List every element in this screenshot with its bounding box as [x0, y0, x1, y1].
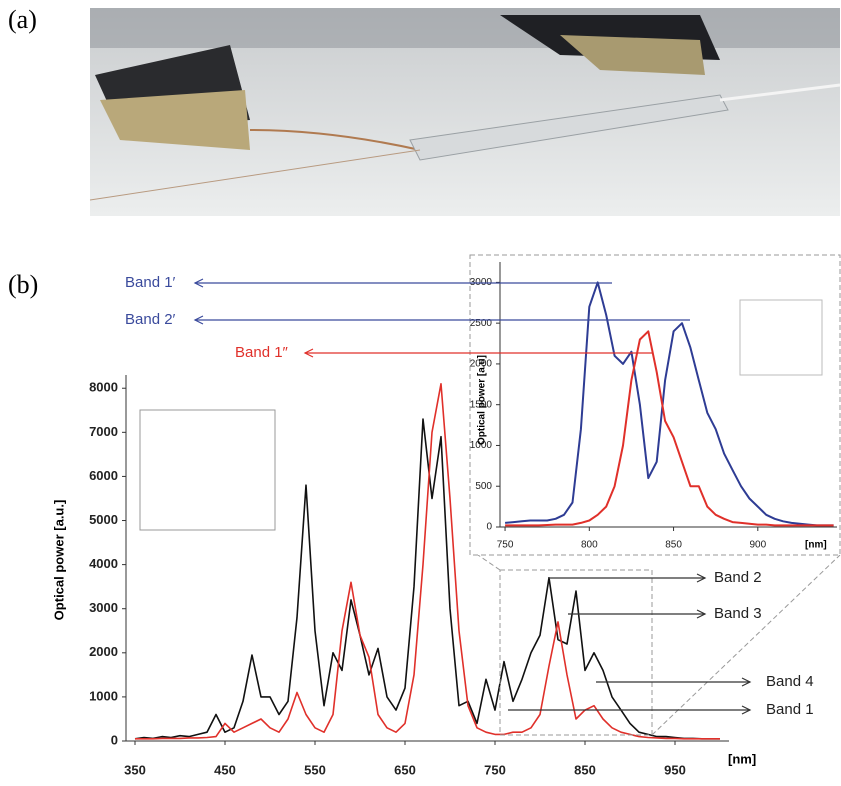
y-tick-label: 500 [475, 481, 492, 492]
panel-label: (a) [8, 5, 37, 34]
x-tick-label: 550 [304, 762, 326, 777]
annotation: Band 1″ [235, 344, 289, 361]
y-tick-label: 3000 [89, 600, 118, 615]
annotation: Band 2′ [125, 311, 176, 328]
x-axis-label: [nm] [728, 751, 756, 766]
y-tick-label: 2500 [470, 318, 493, 329]
x-axis-label: [nm] [805, 540, 827, 551]
y-tick-label: 1000 [89, 688, 118, 703]
y-tick-label: 1000 [470, 440, 493, 451]
x-tick-label: 900 [749, 540, 766, 551]
y-tick-label: 5000 [89, 512, 118, 527]
y-tick-label: 2000 [470, 359, 493, 370]
series-line [505, 330, 834, 527]
y-tick-label: 0 [111, 732, 118, 747]
annotation: Band 1 [766, 701, 814, 718]
series-line [134, 418, 720, 740]
x-tick-label: 850 [574, 762, 596, 777]
series-line [505, 281, 834, 527]
x-tick-label: 800 [581, 540, 598, 551]
legend-box [139, 409, 276, 531]
annotation-arrows [193, 278, 752, 715]
y-tick-label: 4000 [89, 556, 118, 571]
annotation: Band 2 [714, 569, 762, 586]
x-tick-label: 350 [124, 762, 146, 777]
y-tick-label: 6000 [89, 468, 118, 483]
annotation: Band 3 [714, 605, 762, 622]
annotation: Band 4 [766, 673, 814, 690]
y-tick-label: 1500 [470, 399, 493, 410]
x-tick-label: 850 [665, 540, 682, 551]
y-axis-label: Optical power [a.u.] [51, 500, 66, 621]
x-tick-label: 750 [484, 762, 506, 777]
x-tick-label: 650 [394, 762, 416, 777]
zoom-box [499, 569, 653, 736]
panel-label: (b) [8, 270, 38, 299]
legend-box [739, 299, 823, 376]
y-tick-label: 0 [486, 522, 492, 533]
series-line [135, 383, 720, 740]
y-tick-label: 2000 [89, 644, 118, 659]
x-tick-label: 750 [497, 540, 514, 551]
x-tick-label: 950 [664, 762, 686, 777]
annotation: Band 1′ [125, 274, 176, 291]
x-tick-label: 450 [214, 762, 236, 777]
y-tick-label: 8000 [89, 380, 118, 395]
zoom-line [651, 554, 841, 736]
y-tick-label: 7000 [89, 424, 118, 439]
zoom-line [477, 554, 501, 571]
photo [89, 8, 841, 216]
y-axis-label: Optical power [a.u] [477, 355, 488, 445]
